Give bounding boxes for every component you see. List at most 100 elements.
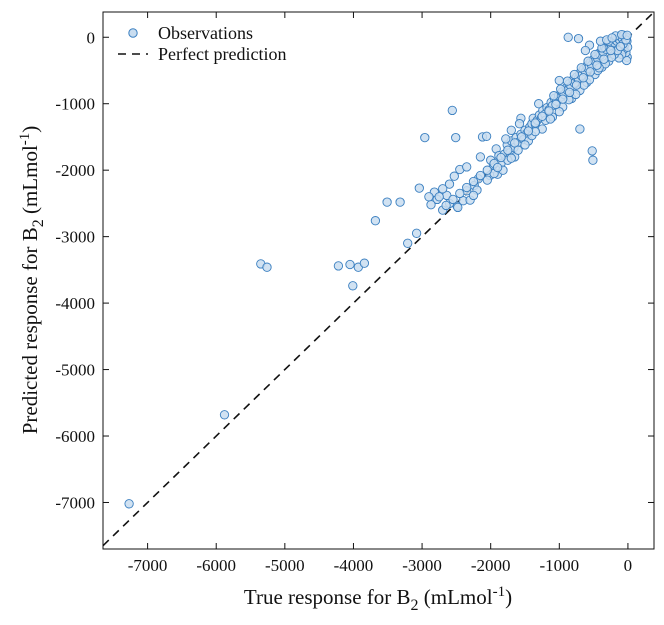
observation-point (569, 69, 580, 80)
y-axis-title-close: ) (18, 126, 42, 133)
observation-point (492, 162, 503, 173)
observation-point (544, 106, 554, 116)
observation-point (124, 499, 134, 509)
observation-point (496, 152, 506, 163)
x-tick-label: -7000 (128, 556, 168, 575)
y-tick-label: -7000 (55, 493, 95, 512)
observation-point (590, 49, 600, 60)
observation-point (403, 238, 413, 248)
observation-point (506, 153, 516, 163)
observation-point (607, 33, 617, 43)
observation-point (583, 56, 593, 66)
observation-point (501, 134, 511, 144)
y-tick-label: 0 (87, 28, 96, 47)
observation-point (571, 80, 582, 90)
observation-point (441, 200, 451, 211)
x-tick-label: -1000 (539, 556, 579, 575)
observation-point (523, 126, 534, 136)
x-axis-title-close: ) (505, 585, 512, 609)
legend-observations-marker (128, 28, 138, 38)
perfect-prediction-line (103, 12, 654, 547)
observation-point (345, 259, 355, 270)
observation-point (451, 132, 461, 143)
observation-point (482, 165, 492, 175)
observation-point (414, 183, 424, 193)
observation-point (599, 54, 609, 64)
observation-point (506, 125, 516, 135)
observation-point (453, 202, 463, 213)
observation-point (420, 132, 430, 143)
plot-marks (103, 12, 654, 547)
observation-point (455, 188, 465, 199)
x-tick-label: 0 (624, 556, 633, 575)
plot-frame (102, 11, 655, 550)
y-axis-title-superscript: -1 (17, 133, 33, 146)
observation-point (462, 182, 472, 193)
observation-point (592, 60, 602, 70)
observation-point (359, 258, 370, 268)
legend: Observations Perfect prediction (118, 23, 286, 64)
observation-point (575, 124, 585, 134)
observation-point (370, 216, 381, 226)
x-axis-title-subscript: 2 (411, 597, 419, 614)
observation-point (564, 87, 575, 98)
observation-point (562, 76, 573, 86)
y-tick-label: -1000 (55, 95, 95, 114)
y-tick-label: -5000 (55, 361, 95, 380)
observation-point (444, 179, 455, 189)
y-tick-label: -6000 (55, 427, 95, 446)
observation-point (606, 45, 616, 56)
observation-point (534, 99, 544, 109)
observation-point (448, 194, 458, 205)
observation-point (576, 63, 586, 73)
observation-point (520, 140, 530, 150)
observation-point (558, 94, 568, 104)
y-axis-title: Predicted response for B2 (mLmol-1) (17, 126, 47, 435)
observation-point (462, 162, 472, 172)
x-tick-label: -3000 (402, 556, 442, 575)
observation-point (537, 111, 547, 121)
observation-point (333, 261, 344, 271)
observation-point (262, 262, 272, 272)
observation-point (563, 32, 573, 42)
observation-point (545, 114, 556, 124)
x-tick-label: -6000 (196, 556, 236, 575)
observation-point (622, 30, 632, 40)
observation-point (514, 119, 525, 129)
observation-point (573, 33, 584, 44)
observation-point (447, 105, 457, 116)
x-axis-title-unit: (mLmol (419, 585, 493, 609)
observation-point (434, 192, 444, 202)
observation-point (426, 200, 436, 210)
observation-point (382, 197, 392, 207)
observation-point (348, 281, 358, 291)
observation-point (585, 67, 595, 77)
x-axis-title-superscript: -1 (493, 584, 506, 600)
observation-point (587, 146, 597, 156)
observation-point (549, 91, 559, 101)
observation-point (556, 84, 566, 94)
observation-point (615, 41, 626, 52)
observation-point (438, 184, 448, 194)
y-axis-title-subscript: 2 (30, 219, 47, 227)
x-axis-title-main: True response for B (244, 585, 411, 609)
observation-point (468, 176, 479, 187)
observation-point (588, 155, 598, 165)
x-tick-label: -5000 (265, 556, 305, 575)
observation-point (551, 99, 561, 110)
observation-point (395, 197, 405, 207)
observation-point (468, 190, 479, 201)
observation-point (578, 73, 588, 83)
y-tick-label: -4000 (55, 294, 95, 313)
x-tick-label: -4000 (334, 556, 374, 575)
y-tick-label: -3000 (55, 228, 95, 247)
legend-perfect-prediction-label: Perfect prediction (158, 44, 286, 64)
observation-point (481, 131, 492, 141)
observation-point (516, 132, 527, 142)
axis-ticks: -7000 -6000 -5000 -4000 -3000 -2000 -1000 0 0 -10… (55, 12, 654, 575)
legend-observations-label: Observations (158, 23, 253, 43)
observation-point (475, 152, 486, 162)
observation-point (482, 175, 492, 185)
observation-point (449, 171, 459, 181)
